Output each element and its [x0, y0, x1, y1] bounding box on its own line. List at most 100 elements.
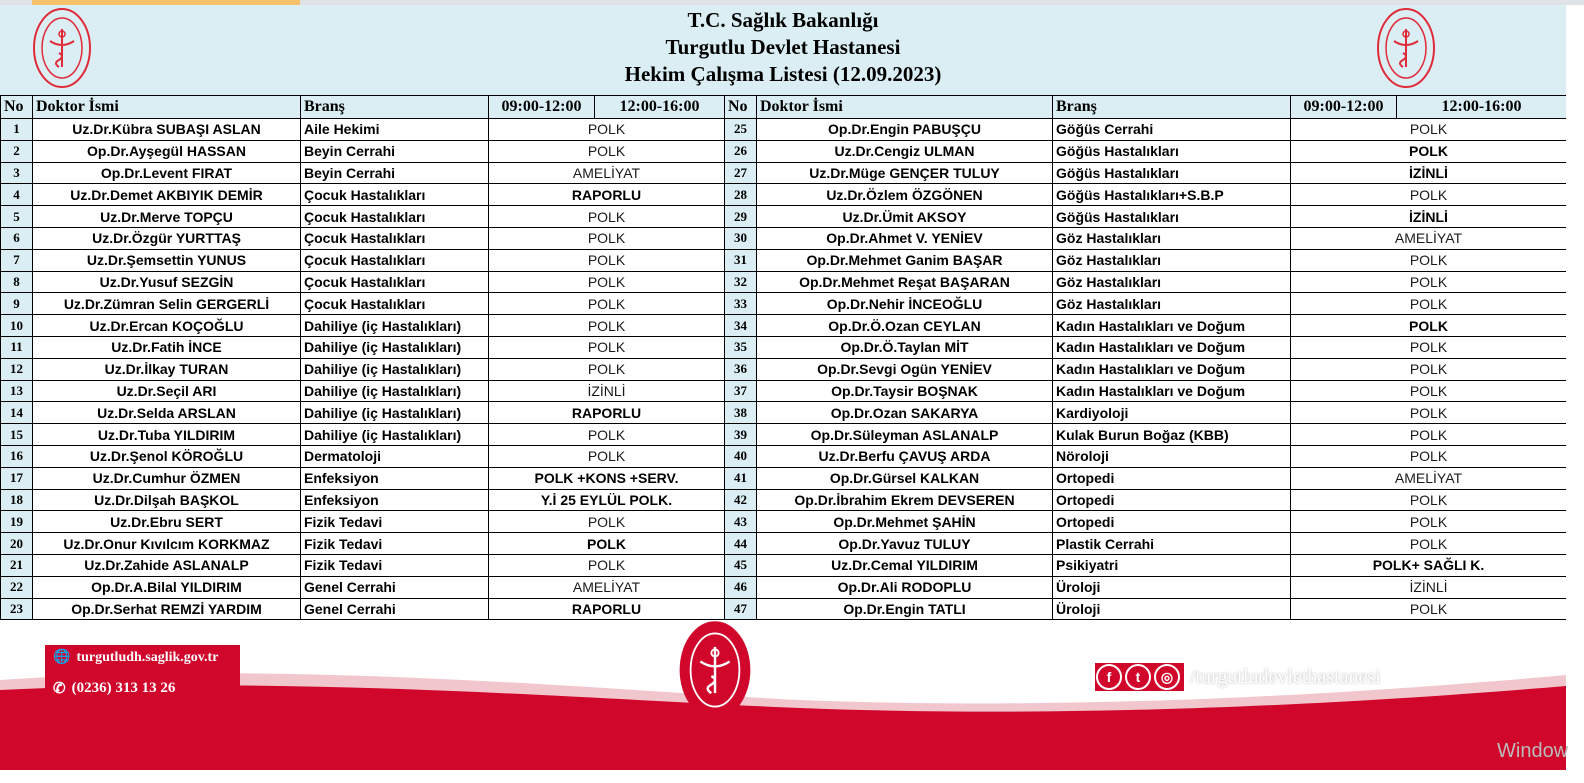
status-cell[interactable]: POLK: [488, 444, 725, 468]
branch[interactable]: Aile Hekimi: [300, 118, 489, 141]
status-cell[interactable]: POLK: [488, 248, 725, 272]
branch[interactable]: Göğüs Hastalıkları: [1052, 139, 1291, 163]
doctor-name[interactable]: Uz.Dr.Onur Kıvılcım KORKMAZ: [32, 532, 301, 555]
row-number[interactable]: 13: [0, 379, 33, 403]
branch[interactable]: Çocuk Hastalıkları: [300, 205, 489, 228]
status-cell[interactable]: RAPORLU: [488, 597, 725, 621]
row-number[interactable]: 31: [724, 248, 757, 272]
branch[interactable]: Ortopedi: [1052, 488, 1291, 512]
status-cell[interactable]: POLK: [1290, 357, 1567, 381]
status-cell[interactable]: POLK: [1290, 183, 1567, 207]
row-number[interactable]: 41: [724, 466, 757, 490]
status-cell[interactable]: POLK: [488, 553, 725, 577]
doctor-name[interactable]: Uz.Dr.İlkay TURAN: [32, 357, 301, 381]
status-cell[interactable]: POLK: [488, 335, 725, 359]
row-number[interactable]: 36: [724, 357, 757, 381]
twitter-icon[interactable]: t: [1125, 664, 1151, 690]
row-number[interactable]: 46: [724, 575, 757, 599]
status-cell[interactable]: POLK: [1290, 488, 1567, 512]
status-cell[interactable]: POLK: [488, 532, 725, 555]
row-number[interactable]: 8: [0, 270, 33, 294]
status-cell[interactable]: AMELİYAT: [488, 575, 725, 599]
row-number[interactable]: 37: [724, 379, 757, 403]
row-number[interactable]: 3: [0, 161, 33, 185]
doctor-name[interactable]: Op.Dr.Yavuz TULUY: [756, 532, 1053, 555]
row-number[interactable]: 1: [0, 118, 33, 141]
status-cell[interactable]: POLK: [488, 510, 725, 534]
doctor-name[interactable]: Uz.Dr.Müge GENÇER TULUY: [756, 161, 1053, 185]
status-cell[interactable]: Y.İ 25 EYLÜL POLK.: [488, 488, 725, 512]
doctor-name[interactable]: Uz.Dr.Ercan KOÇOĞLU: [32, 314, 301, 337]
branch[interactable]: Fizik Tedavi: [300, 510, 489, 534]
website-link[interactable]: turgutludh.saglik.gov.tr: [76, 649, 219, 665]
row-number[interactable]: 23: [0, 597, 33, 621]
row-number[interactable]: 12: [0, 357, 33, 381]
row-number[interactable]: 33: [724, 292, 757, 316]
status-cell[interactable]: POLK +KONS +SERV.: [488, 466, 725, 490]
instagram-icon[interactable]: ◎: [1154, 664, 1180, 690]
branch[interactable]: Dahiliye (iç Hastalıkları): [300, 379, 489, 403]
row-number[interactable]: 6: [0, 226, 33, 250]
row-number[interactable]: 39: [724, 423, 757, 446]
doctor-name[interactable]: Uz.Dr.Cumhur ÖZMEN: [32, 466, 301, 490]
status-cell[interactable]: POLK: [1290, 401, 1567, 425]
status-cell[interactable]: POLK: [1290, 423, 1567, 446]
branch[interactable]: Göğüs Cerrahi: [1052, 118, 1291, 141]
branch[interactable]: Kardiyoloji: [1052, 401, 1291, 425]
row-number[interactable]: 17: [0, 466, 33, 490]
branch[interactable]: Göğüs Hastalıkları: [1052, 161, 1291, 185]
row-number[interactable]: 19: [0, 510, 33, 534]
status-cell[interactable]: POLK: [488, 292, 725, 316]
branch[interactable]: Üroloji: [1052, 575, 1291, 599]
status-cell[interactable]: POLK: [1290, 597, 1567, 621]
doctor-name[interactable]: Uz.Dr.Tuba YILDIRIM: [32, 423, 301, 446]
doctor-name[interactable]: Uz.Dr.Cemal YILDIRIM: [756, 553, 1053, 577]
status-cell[interactable]: AMELİYAT: [1290, 226, 1567, 250]
status-cell[interactable]: POLK: [1290, 444, 1567, 468]
status-cell[interactable]: POLK: [488, 357, 725, 381]
row-number[interactable]: 4: [0, 183, 33, 207]
branch[interactable]: Göğüs Hastalıkları+S.B.P: [1052, 183, 1291, 207]
branch[interactable]: Çocuk Hastalıkları: [300, 226, 489, 250]
doctor-name[interactable]: Op.Dr.Gürsel KALKAN: [756, 466, 1053, 490]
branch[interactable]: Göz Hastalıkları: [1052, 292, 1291, 316]
branch[interactable]: Göz Hastalıkları: [1052, 270, 1291, 294]
branch[interactable]: Nöroloji: [1052, 444, 1291, 468]
doctor-name[interactable]: Op.Dr.Ahmet V. YENİEV: [756, 226, 1053, 250]
doctor-name[interactable]: Op.Dr.Nehir İNCEOĞLU: [756, 292, 1053, 316]
branch[interactable]: Beyin Cerrahi: [300, 161, 489, 185]
row-number[interactable]: 38: [724, 401, 757, 425]
doctor-name[interactable]: Uz.Dr.Demet AKBIYIK DEMİR: [32, 183, 301, 207]
row-number[interactable]: 43: [724, 510, 757, 534]
branch[interactable]: Psikiyatri: [1052, 553, 1291, 577]
doctor-name[interactable]: Uz.Dr.Yusuf SEZGİN: [32, 270, 301, 294]
row-number[interactable]: 20: [0, 532, 33, 555]
social-handle[interactable]: /turgutludevlethastanesi: [1190, 665, 1381, 688]
doctor-name[interactable]: Uz.Dr.Şenol KÖROĞLU: [32, 444, 301, 468]
branch[interactable]: Dahiliye (iç Hastalıkları): [300, 314, 489, 337]
status-cell[interactable]: POLK: [1290, 335, 1567, 359]
doctor-name[interactable]: Op.Dr.Engin TATLI: [756, 597, 1053, 621]
branch[interactable]: Göğüs Hastalıkları: [1052, 205, 1291, 228]
row-number[interactable]: 47: [724, 597, 757, 621]
row-number[interactable]: 2: [0, 139, 33, 163]
doctor-name[interactable]: Op.Dr.Sevgi Ogün YENİEV: [756, 357, 1053, 381]
row-number[interactable]: 10: [0, 314, 33, 337]
status-cell[interactable]: POLK: [1290, 270, 1567, 294]
branch[interactable]: Kulak Burun Boğaz (KBB): [1052, 423, 1291, 446]
branch[interactable]: Fizik Tedavi: [300, 532, 489, 555]
branch[interactable]: Ortopedi: [1052, 510, 1291, 534]
row-number[interactable]: 9: [0, 292, 33, 316]
branch[interactable]: Dermatoloji: [300, 444, 489, 468]
status-cell[interactable]: POLK: [1290, 379, 1567, 403]
status-cell[interactable]: POLK: [488, 139, 725, 163]
doctor-name[interactable]: Uz.Dr.Selda ARSLAN: [32, 401, 301, 425]
doctor-name[interactable]: Uz.Dr.Dilşah BAŞKOL: [32, 488, 301, 512]
status-cell[interactable]: İZİNLİ: [1290, 205, 1567, 228]
status-cell[interactable]: POLK: [488, 314, 725, 337]
row-number[interactable]: 34: [724, 314, 757, 337]
doctor-name[interactable]: Op.Dr.Taysir BOŞNAK: [756, 379, 1053, 403]
branch[interactable]: Kadın Hastalıkları ve Doğum: [1052, 335, 1291, 359]
status-cell[interactable]: AMELİYAT: [1290, 466, 1567, 490]
row-number[interactable]: 44: [724, 532, 757, 555]
